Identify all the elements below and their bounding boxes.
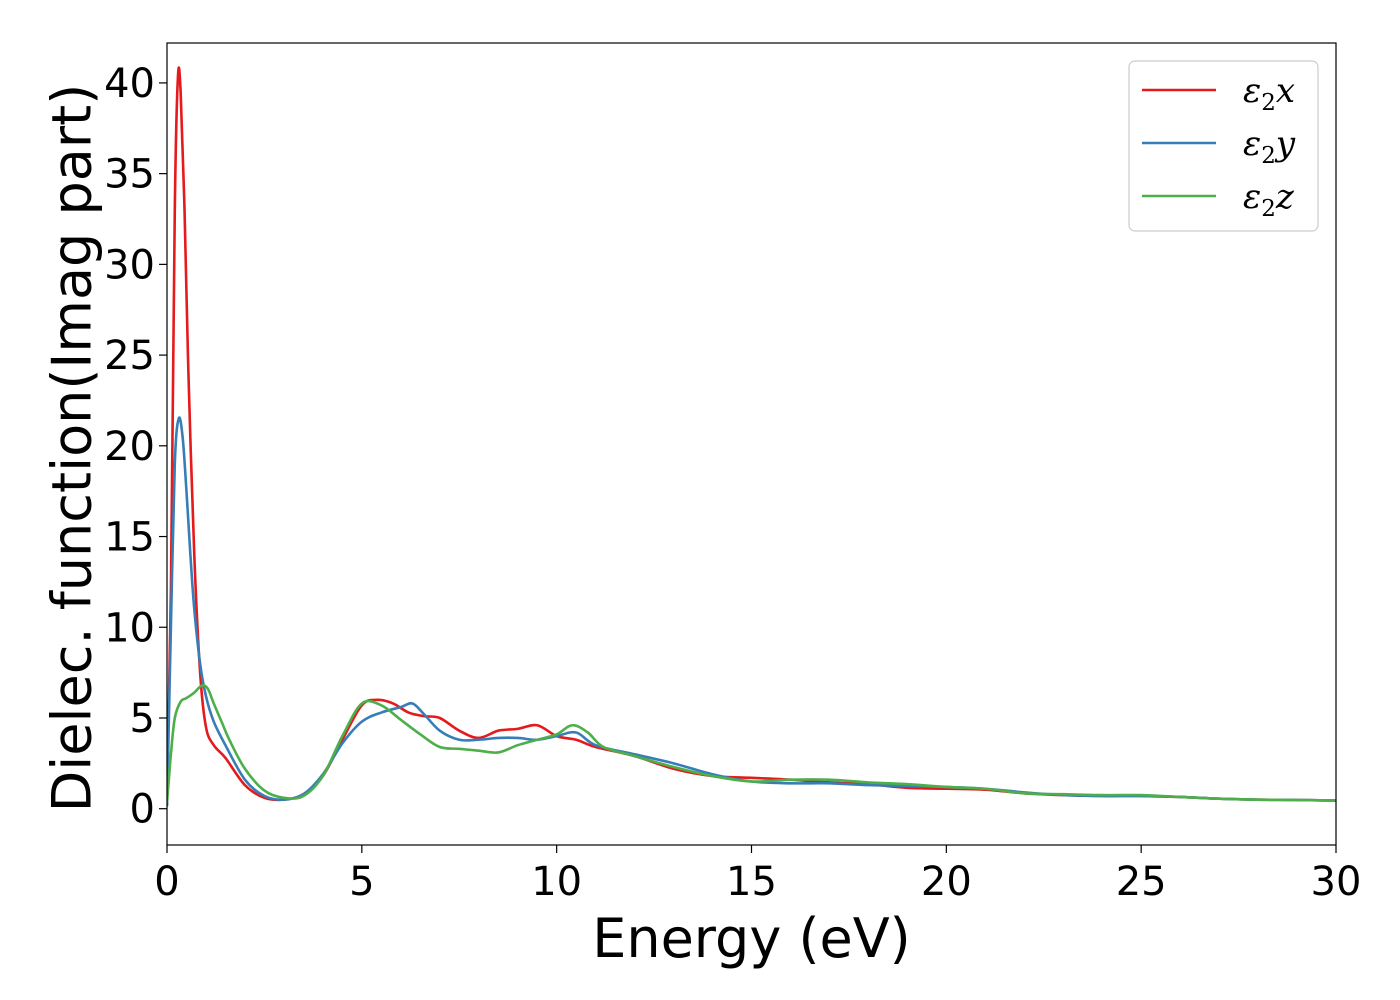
series-layer	[167, 66, 1336, 807]
legend-label: ε2z	[1243, 177, 1295, 222]
legend-box	[1128, 60, 1319, 232]
x-tick-label: 10	[531, 859, 582, 905]
legend: ε2x ε2y ε2z	[1128, 60, 1319, 232]
x-axis-title: Energy (eV)	[592, 907, 911, 970]
y-tick-label: 30	[104, 242, 155, 288]
y-tick-label: 15	[104, 515, 155, 561]
series-line-z	[167, 683, 1336, 805]
x-tick-label: 5	[349, 859, 374, 905]
x-axis-ticks: 0 5 10 15 20 25 30	[154, 845, 1361, 905]
y-tick-label: 40	[104, 61, 155, 107]
legend-item-x: ε2x	[1142, 71, 1295, 116]
x-tick-label: 0	[154, 859, 179, 905]
y-axis-title: Dielec. function(Imag part)	[41, 84, 104, 813]
y-tick-label: 5	[130, 696, 155, 742]
y-axis-ticks: 0 5 10 15 20 25 30 35 40	[104, 61, 167, 833]
y-tick-label: 10	[104, 605, 155, 651]
y-tick-label: 25	[104, 333, 155, 379]
legend-item-z: ε2z	[1142, 177, 1295, 222]
x-tick-label: 30	[1311, 859, 1362, 905]
y-tick-label: 20	[104, 424, 155, 470]
legend-label: ε2x	[1243, 71, 1295, 116]
x-tick-label: 25	[1116, 859, 1167, 905]
legend-label: ε2y	[1243, 124, 1296, 169]
x-tick-label: 20	[921, 859, 972, 905]
y-tick-label: 35	[104, 152, 155, 198]
y-tick-label: 0	[130, 787, 155, 833]
legend-item-y: ε2y	[1142, 124, 1296, 169]
x-tick-label: 15	[726, 859, 777, 905]
